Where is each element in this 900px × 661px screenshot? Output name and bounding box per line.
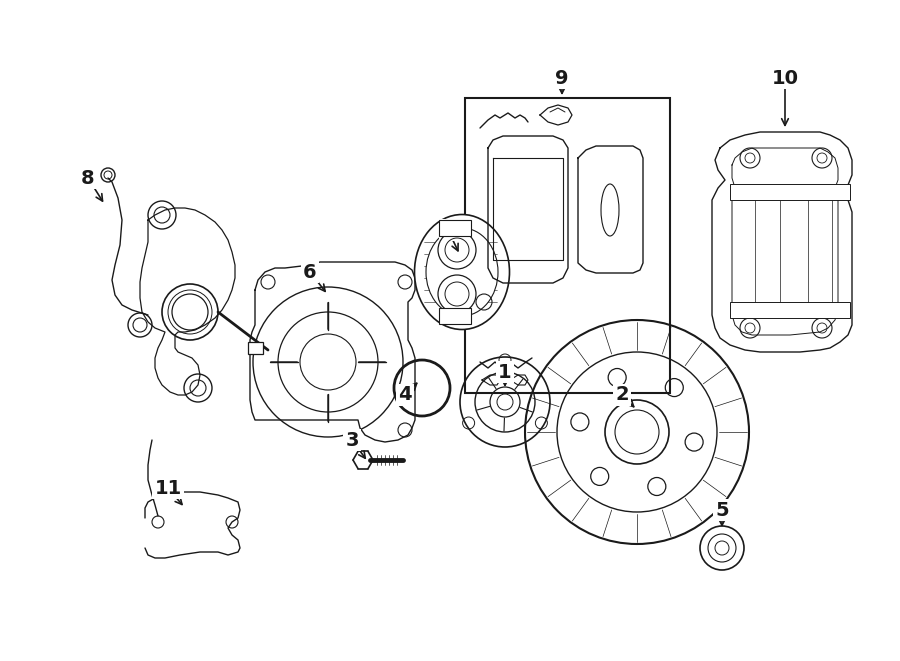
Text: 5: 5 [716,500,729,520]
Ellipse shape [426,228,498,316]
Bar [439,220,471,236]
Bar [465,98,670,393]
Bar [730,184,850,200]
Text: 10: 10 [771,69,798,87]
Ellipse shape [601,184,619,236]
Text: 8: 8 [81,169,94,188]
Text: 6: 6 [303,262,317,282]
Text: 9: 9 [555,69,569,87]
Text: 2: 2 [616,385,629,405]
Text: 11: 11 [155,479,182,498]
Text: 4: 4 [398,385,412,405]
Text: 3: 3 [346,430,359,449]
Text: 1: 1 [499,362,512,381]
Bar [730,302,850,318]
Text: 7: 7 [441,221,454,239]
Ellipse shape [415,215,509,329]
Bar [248,342,263,354]
Bar [439,308,471,324]
